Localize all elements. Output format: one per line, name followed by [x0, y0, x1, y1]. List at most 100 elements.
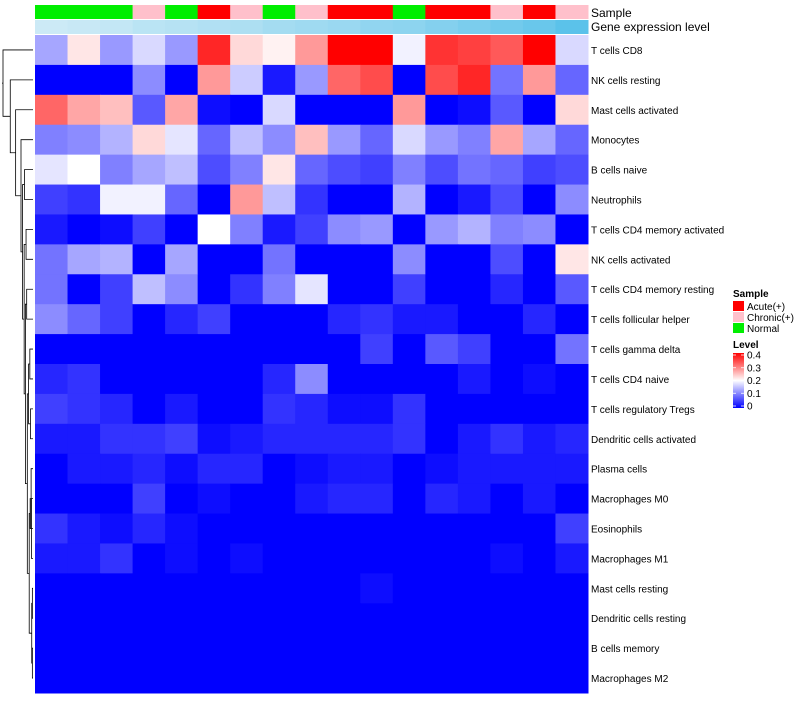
- heatmap-cell: [425, 64, 459, 96]
- heatmap-cell: [230, 543, 264, 574]
- heatmap-cell: [67, 214, 101, 245]
- heatmap-cell: [360, 513, 394, 544]
- heatmap-cell: [295, 124, 329, 156]
- heatmap-cell: [360, 663, 394, 694]
- legend-level-colorbar: [733, 353, 744, 408]
- heatmap-cell: [490, 154, 524, 186]
- heatmap-cell: [262, 64, 296, 96]
- heatmap-cell: [295, 64, 329, 96]
- heatmap-cell: [327, 244, 361, 275]
- heatmap-cell: [392, 304, 426, 335]
- heatmap-cell: [230, 364, 264, 395]
- expression-annotation-cell: [262, 20, 296, 34]
- heatmap-cell: [555, 543, 589, 574]
- heatmap-cell: [100, 453, 134, 485]
- heatmap-cells: [35, 35, 589, 694]
- heatmap-cell: [327, 543, 361, 574]
- heatmap-cell: [360, 184, 394, 215]
- row-label: T cells CD4 memory activated: [591, 225, 724, 236]
- heatmap-cell: [490, 334, 524, 365]
- heatmap-cell: [100, 35, 134, 66]
- sample-annotation-cell: [327, 5, 361, 19]
- heatmap-cell: [457, 184, 491, 215]
- heatmap-cell: [165, 633, 199, 664]
- heatmap-cell: [360, 603, 394, 634]
- heatmap-cell: [100, 423, 134, 455]
- legend-sample-swatch: [733, 312, 744, 322]
- heatmap-cell: [262, 663, 296, 694]
- dendrogram-branch: [25, 303, 28, 485]
- heatmap-cell: [457, 94, 491, 126]
- heatmap-cell: [457, 633, 491, 664]
- sample-annotation-cell: [360, 5, 394, 19]
- heatmap-cell: [100, 603, 134, 634]
- heatmap-cell: [35, 603, 69, 634]
- heatmap-cell: [392, 244, 426, 275]
- heatmap-cell: [457, 364, 491, 395]
- heatmap-cell: [197, 603, 231, 634]
- heatmap-cell: [522, 603, 556, 634]
- heatmap-cell: [35, 64, 69, 96]
- heatmap-cell: [392, 663, 426, 694]
- heatmap-cell: [262, 184, 296, 215]
- heatmap-cell: [230, 304, 264, 335]
- heatmap-cell: [35, 244, 69, 275]
- dendrogram-branch: [26, 393, 30, 574]
- row-label: Dendritic cells activated: [591, 435, 696, 446]
- legend-sample-title: Sample: [733, 289, 769, 300]
- heatmap-cell: [197, 423, 231, 455]
- heatmap-cell: [457, 304, 491, 335]
- heatmap-cell: [295, 35, 329, 66]
- heatmap-cell: [262, 483, 296, 515]
- heatmap-cell: [425, 184, 459, 215]
- heatmap-cell: [360, 154, 394, 186]
- heatmap-cell: [490, 364, 524, 395]
- heatmap-cell: [230, 244, 264, 275]
- row-label: Mast cells resting: [591, 584, 668, 595]
- heatmap-cell: [67, 663, 101, 694]
- heatmap-cell: [490, 543, 524, 574]
- heatmap-cell: [425, 393, 459, 425]
- heatmap-cell: [230, 633, 264, 664]
- heatmap-cell: [165, 184, 199, 215]
- heatmap-cell: [392, 334, 426, 365]
- heatmap-cell: [392, 423, 426, 455]
- heatmap-cell: [197, 35, 231, 66]
- legend-sample-swatch: [733, 301, 744, 311]
- heatmap-cell: [35, 453, 69, 485]
- heatmap-cell: [100, 334, 134, 365]
- heatmap-cell: [100, 513, 134, 544]
- dendrogram-branch: [31, 647, 33, 679]
- heatmap-cell: [555, 483, 589, 515]
- heatmap-cell: [230, 603, 264, 634]
- heatmap-cell: [295, 274, 329, 305]
- heatmap-cell: [327, 663, 361, 694]
- dendrogram-branch: [26, 288, 33, 320]
- heatmap-cell: [197, 573, 231, 604]
- heatmap-cell: [230, 64, 264, 96]
- heatmap-cell: [522, 304, 556, 335]
- heatmap-cell: [230, 393, 264, 425]
- heatmap-cell: [490, 94, 524, 126]
- heatmap-cell: [392, 603, 426, 634]
- heatmap-cell: [100, 94, 134, 126]
- heatmap-cell: [522, 573, 556, 604]
- heatmap-cell: [457, 274, 491, 305]
- heatmap-cell: [165, 214, 199, 245]
- heatmap-cell: [295, 94, 329, 126]
- sample-annotation-cell: [490, 5, 524, 19]
- heatmap-cell: [230, 214, 264, 245]
- row-label: Eosinophils: [591, 525, 642, 536]
- heatmap-cell: [555, 35, 589, 66]
- heatmap-cell: [100, 483, 134, 515]
- heatmap-cell: [522, 364, 556, 395]
- heatmap-cell: [327, 334, 361, 365]
- heatmap-cell: [100, 124, 134, 156]
- heatmap-cell: [425, 423, 459, 455]
- heatmap-cell: [132, 64, 166, 96]
- heatmap-cell: [132, 663, 166, 694]
- sample-annotation-cell: [392, 5, 426, 19]
- heatmap-cell: [197, 214, 231, 245]
- heatmap-cell: [230, 274, 264, 305]
- heatmap-cell: [425, 214, 459, 245]
